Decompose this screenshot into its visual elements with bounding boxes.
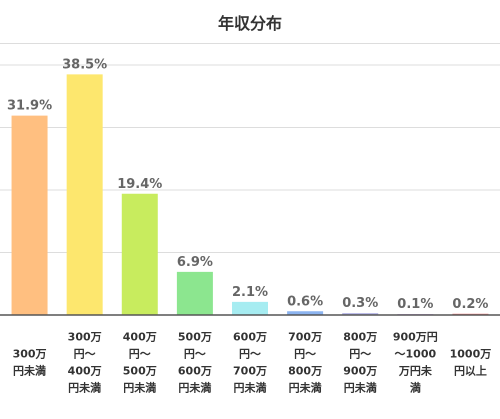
category-label-line: 800万 <box>288 365 322 378</box>
value-label-2: 19.4% <box>117 177 162 192</box>
category-label-line: 円未満 <box>68 381 101 395</box>
category-label-line: 600万 <box>233 331 267 344</box>
bar-2 <box>121 193 158 315</box>
category-label-line: 300万 <box>68 331 102 344</box>
category-label-line: 円未満 <box>289 381 322 395</box>
category-label-3: 500万円～ 600万円未満 <box>178 331 212 395</box>
bar-3 <box>176 271 213 315</box>
category-label-line: 円未満 <box>178 381 211 395</box>
category-label-1: 300万円～ 400万円未満 <box>68 331 102 395</box>
value-label-1: 38.5% <box>62 57 107 72</box>
category-label-line: 円～ <box>129 348 151 361</box>
category-label-line: 400万 <box>68 365 102 378</box>
category-label-line: 300万 <box>13 348 47 361</box>
bar-5 <box>287 311 324 315</box>
title-divider <box>0 43 500 44</box>
category-label-line: 円～ <box>184 348 206 361</box>
value-label-7: 0.1% <box>397 297 433 312</box>
category-label-line: 700万 <box>233 365 267 378</box>
category-label-4: 600万円～ 700万円未満 <box>233 331 267 395</box>
value-label-3: 6.9% <box>177 255 213 270</box>
category-label-line: 400万 <box>123 331 157 344</box>
category-label-line: 500万 <box>123 365 157 378</box>
category-label-line: 900万円 <box>393 331 438 344</box>
category-label-line: 円～ <box>239 348 261 361</box>
category-label-line: 円未満 <box>13 364 46 378</box>
category-label-line: 万円未 <box>398 364 433 378</box>
category-label-line: 円～ <box>294 348 316 361</box>
bar-1 <box>66 74 103 315</box>
category-label-2: 400万円～ 500万円未満 <box>123 331 157 395</box>
category-label-line: 800万 <box>343 331 377 344</box>
value-label-8: 0.2% <box>452 297 488 312</box>
bar-4 <box>232 301 268 315</box>
category-label-line: 900万 <box>343 365 377 378</box>
bar-6 <box>342 313 379 315</box>
category-label-line: 円未満 <box>123 381 156 395</box>
category-label-0: 300万円未満 <box>13 348 47 378</box>
category-label-8: 1000万円以上 <box>450 348 492 378</box>
value-label-4: 2.1% <box>232 285 268 300</box>
category-label-line: 600万 <box>178 365 212 378</box>
chart-title: 年収分布 <box>217 14 282 33</box>
category-label-6: 800万円～ 900万円未満 <box>343 331 377 395</box>
category-label-line: 1000万 <box>450 348 492 361</box>
category-label-line: ～1000 <box>395 348 437 361</box>
value-label-5: 0.6% <box>287 294 323 309</box>
bar-0 <box>11 115 48 315</box>
category-label-line: 円以上 <box>454 364 487 378</box>
category-label-line: 円～ <box>74 348 96 361</box>
category-label-line: 円～ <box>349 348 371 361</box>
category-label-5: 700万円～ 800万円未満 <box>288 331 322 395</box>
category-label-line: 500万 <box>178 331 212 344</box>
value-label-6: 0.3% <box>342 296 378 311</box>
category-label-line: 満 <box>410 381 421 395</box>
category-label-line: 円未満 <box>344 381 377 395</box>
category-label-line: 700万 <box>288 331 322 344</box>
value-label-0: 31.9% <box>7 99 52 114</box>
category-label-line: 円未満 <box>234 381 267 395</box>
category-label-7: 900万円 ～1000 万円未満 <box>393 331 438 395</box>
